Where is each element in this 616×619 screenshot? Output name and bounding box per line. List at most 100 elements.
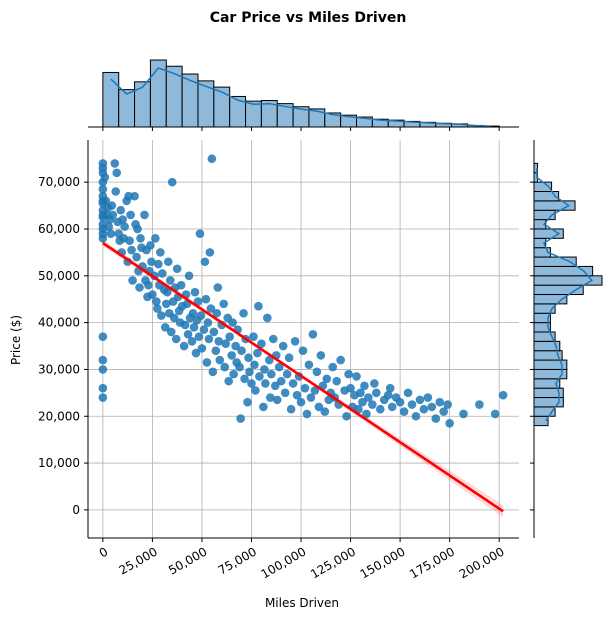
data-point	[278, 341, 288, 351]
data-point	[403, 388, 413, 398]
x-tick-label: 25,000	[117, 544, 160, 577]
data-point	[191, 348, 201, 358]
data-point	[274, 362, 284, 372]
data-point	[322, 374, 332, 384]
data-point	[213, 283, 223, 292]
data-point	[106, 229, 116, 238]
y-tick-label: 70,000	[38, 175, 80, 189]
data-point	[306, 393, 316, 402]
data-point	[280, 388, 290, 398]
data-point	[328, 362, 338, 372]
data-point	[130, 191, 139, 201]
x-tick-label: 150,000	[358, 544, 408, 581]
data-point	[282, 369, 292, 379]
data-point	[184, 271, 194, 281]
x-tick-label: 200,000	[457, 544, 507, 581]
data-point	[360, 381, 369, 391]
data-point	[161, 299, 171, 309]
data-point	[98, 332, 108, 341]
right-histogram	[530, 140, 603, 538]
data-point	[290, 337, 300, 346]
data-point	[124, 191, 133, 201]
data-point	[298, 346, 308, 356]
data-point	[172, 264, 182, 274]
data-point	[253, 348, 262, 358]
data-point	[190, 287, 200, 297]
data-point	[368, 400, 377, 409]
data-point	[419, 404, 429, 414]
data-point	[203, 318, 213, 327]
data-point	[260, 365, 269, 374]
data-point	[498, 390, 508, 400]
data-point	[224, 376, 233, 386]
top-hist-bar	[102, 71, 120, 128]
x-axis-label: Miles Driven	[265, 596, 339, 610]
data-point	[169, 313, 179, 323]
x-tick-label: 0	[97, 544, 111, 560]
data-point	[101, 196, 111, 206]
data-point	[112, 168, 122, 178]
data-point	[236, 414, 245, 423]
data-point	[98, 355, 108, 365]
top-hist-bar	[134, 81, 151, 128]
data-point	[342, 411, 351, 421]
data-point	[154, 259, 163, 269]
data-point	[204, 334, 214, 344]
data-point	[120, 222, 129, 231]
data-point	[439, 407, 448, 416]
data-point	[251, 386, 260, 395]
data-point	[296, 397, 306, 407]
data-point	[475, 400, 484, 409]
data-point	[259, 402, 268, 412]
data-point	[211, 346, 221, 356]
x-tick-label: 75,000	[216, 544, 259, 577]
data-point	[245, 367, 254, 377]
data-point	[292, 390, 302, 400]
data-point	[257, 339, 266, 348]
data-point	[395, 397, 405, 407]
data-point	[132, 252, 141, 262]
data-point	[126, 210, 135, 220]
data-point	[336, 355, 345, 365]
data-point	[220, 362, 230, 372]
data-point	[239, 308, 248, 318]
data-point	[356, 388, 365, 398]
data-point	[98, 184, 108, 194]
data-point	[276, 376, 286, 386]
data-point	[362, 409, 371, 419]
data-point	[344, 369, 353, 379]
data-point	[118, 215, 127, 224]
data-point	[151, 234, 160, 243]
data-point	[229, 369, 238, 379]
data-point	[286, 404, 296, 414]
data-point	[288, 379, 298, 388]
data-point	[300, 383, 310, 393]
data-point	[215, 355, 225, 365]
data-point	[399, 407, 409, 416]
data-point	[383, 390, 393, 400]
y-axis-ticks: 0 10,000 20,000 30,000 40,000 50,000 60,000 70,…	[38, 175, 88, 517]
data-point	[235, 362, 244, 372]
data-point	[308, 330, 318, 339]
data-point	[221, 339, 231, 348]
data-point	[443, 400, 452, 409]
data-point	[128, 276, 137, 285]
data-point	[183, 330, 193, 339]
data-point	[212, 308, 222, 318]
x-tick-label: 125,000	[308, 544, 358, 581]
data-point	[415, 395, 425, 405]
x-tick-label: 175,000	[407, 544, 457, 581]
data-point	[358, 397, 367, 407]
data-point	[304, 360, 314, 370]
y-tick-label: 30,000	[38, 362, 80, 376]
data-point	[266, 393, 275, 402]
data-point	[104, 222, 114, 231]
data-point	[427, 402, 437, 412]
data-point	[237, 346, 246, 356]
data-point	[201, 294, 211, 304]
data-point	[125, 236, 134, 245]
data-point	[228, 318, 237, 327]
data-point	[157, 311, 166, 320]
regression-line	[102, 241, 504, 513]
